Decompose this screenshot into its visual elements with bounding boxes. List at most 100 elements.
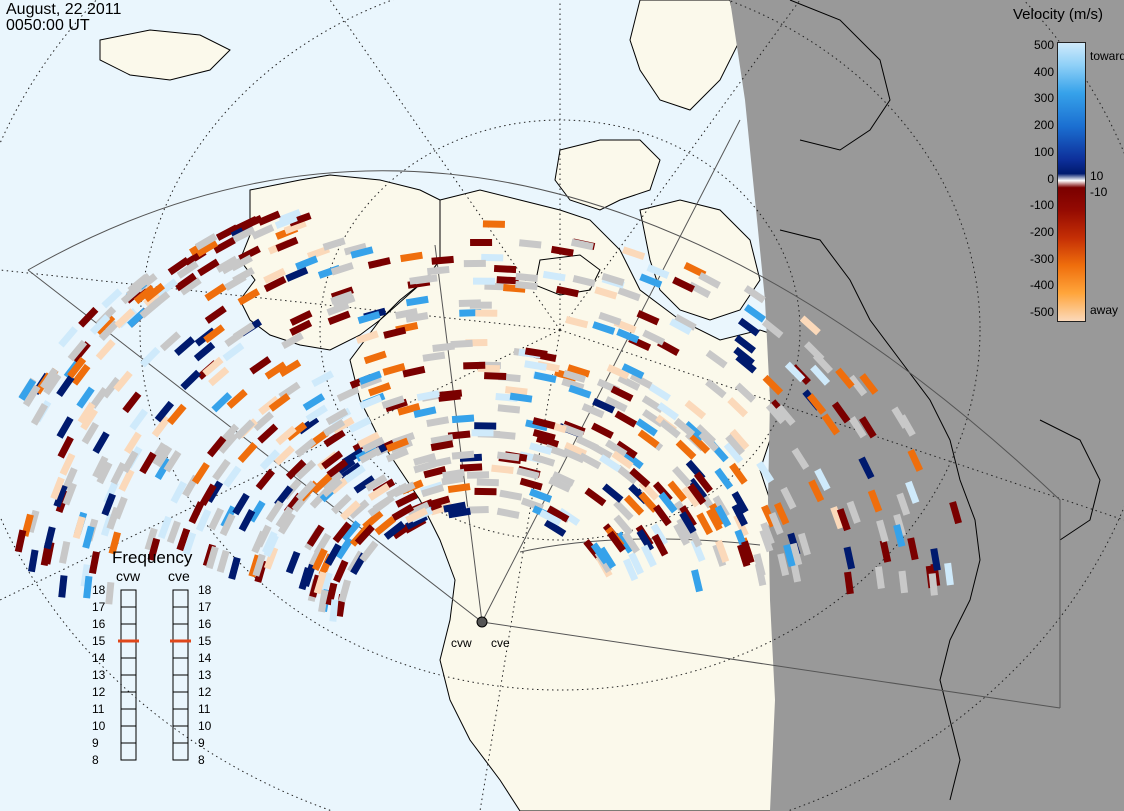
scatter-cell (43, 526, 56, 550)
scatter-cell (56, 374, 75, 397)
scatter-cell (656, 402, 679, 421)
colorbar-tick-label: -200 (1029, 224, 1054, 239)
scatter-cell (797, 532, 811, 556)
scatter-cell (614, 410, 638, 428)
scatter-cell (212, 458, 231, 481)
scatter-cell (463, 361, 486, 370)
scatter-cell (14, 529, 27, 553)
scatter-cell (471, 429, 494, 437)
colorbar-small-tick-pos: 10 (1090, 169, 1104, 183)
scatter-cell (474, 422, 497, 430)
scatter-cell (613, 499, 634, 521)
scatter-cell (397, 403, 421, 416)
scatter-cell (532, 428, 556, 442)
scatter-cell (423, 466, 447, 479)
scatter-cell (653, 504, 672, 527)
scatter-cell (218, 432, 238, 454)
scatter-cell (154, 400, 175, 423)
frequency-label-right: 16 (198, 617, 212, 631)
scatter-cell (232, 226, 256, 243)
scatter-cell (395, 491, 418, 508)
colorbar-tick-label: -500 (1029, 305, 1054, 319)
scatter-cell (466, 471, 490, 479)
scatter-cell (581, 403, 605, 419)
scatter-cell (535, 435, 560, 448)
scatter-cell (874, 566, 885, 589)
scatter-cell (848, 416, 867, 439)
scatter-cell (430, 433, 454, 445)
scatter-cell (723, 442, 744, 464)
scatter-cell (538, 509, 562, 526)
scatter-cell (690, 539, 706, 563)
arctic-islands (554, 139, 661, 211)
scatter-cell (195, 239, 219, 257)
scatter-cell (154, 445, 173, 468)
scatter-cell (82, 525, 95, 549)
scatter-cell (621, 531, 640, 554)
scatter-cell (182, 532, 197, 556)
scatter-cell (338, 579, 351, 603)
frequency-label-right: 15 (198, 634, 212, 648)
scatter-cell (650, 523, 669, 546)
scatter-cell (62, 467, 78, 491)
scatter-cell (39, 367, 59, 390)
scatter-cell (207, 435, 227, 458)
scatter-cell (302, 393, 326, 411)
scatter-cell (546, 505, 570, 523)
scatter-cell (228, 556, 241, 580)
scatter-cell (407, 501, 430, 518)
scatter-cell (734, 382, 756, 403)
scatter-cell (208, 366, 230, 387)
scatter-cell (289, 319, 313, 336)
scatter-cell (496, 276, 519, 285)
scatter-cell (80, 408, 98, 431)
scatter-cell (332, 294, 356, 309)
scatter-cell (516, 467, 540, 480)
scatter-cell (237, 288, 261, 306)
scatter-cell (784, 361, 806, 383)
scatter-cell (180, 369, 202, 391)
scatter-cell (470, 239, 493, 247)
scatter-cell (760, 521, 775, 546)
scatter-cell (43, 373, 62, 396)
scatter-cell (285, 459, 307, 480)
scatter-cell (714, 504, 732, 528)
frequency-label-left: 15 (92, 634, 106, 648)
scatter-cell (835, 367, 855, 389)
scatter-cell (474, 487, 497, 496)
colorbar-tick-label: 300 (1033, 91, 1054, 106)
velocity-colorbar: Velocity (m/s) 500 400 300 200 100 0 -100 -200 -… (1010, 4, 1124, 324)
scatter-cell (144, 527, 158, 551)
site-label-cvw: cvw (451, 636, 472, 650)
scatter-cell (255, 468, 275, 491)
scatter-cell (426, 416, 450, 427)
scatter-cell (548, 476, 572, 493)
scatter-cell (321, 477, 343, 498)
scatter-cell (443, 501, 467, 513)
frequency-label-right: 12 (198, 685, 212, 699)
scatter-cell (368, 382, 392, 397)
scatter-cell (67, 339, 88, 362)
scatter-cell (251, 224, 275, 240)
scatter-cell (53, 484, 68, 508)
scatter-cell (258, 395, 280, 416)
scatter-cell (584, 487, 607, 507)
frequency-label-right: 13 (198, 668, 212, 682)
frequency-label-right: 18 (198, 583, 212, 597)
scatter-cell (524, 347, 548, 358)
scatter-cell (414, 274, 438, 285)
scatter-cell (451, 450, 475, 460)
scatter-cell (475, 309, 498, 317)
scatter-cell (278, 512, 296, 535)
scatter-cell (72, 515, 86, 540)
scatter-cell (139, 451, 157, 475)
scatter-cell (496, 451, 520, 462)
scatter-cell (621, 363, 645, 380)
scatter-cell (353, 475, 376, 494)
scatter-cell (159, 331, 181, 352)
scatter-cell (741, 540, 755, 564)
frequency-label-right: 8 (198, 753, 205, 767)
scatter-cell (447, 483, 471, 494)
scatter-cell (118, 468, 135, 492)
